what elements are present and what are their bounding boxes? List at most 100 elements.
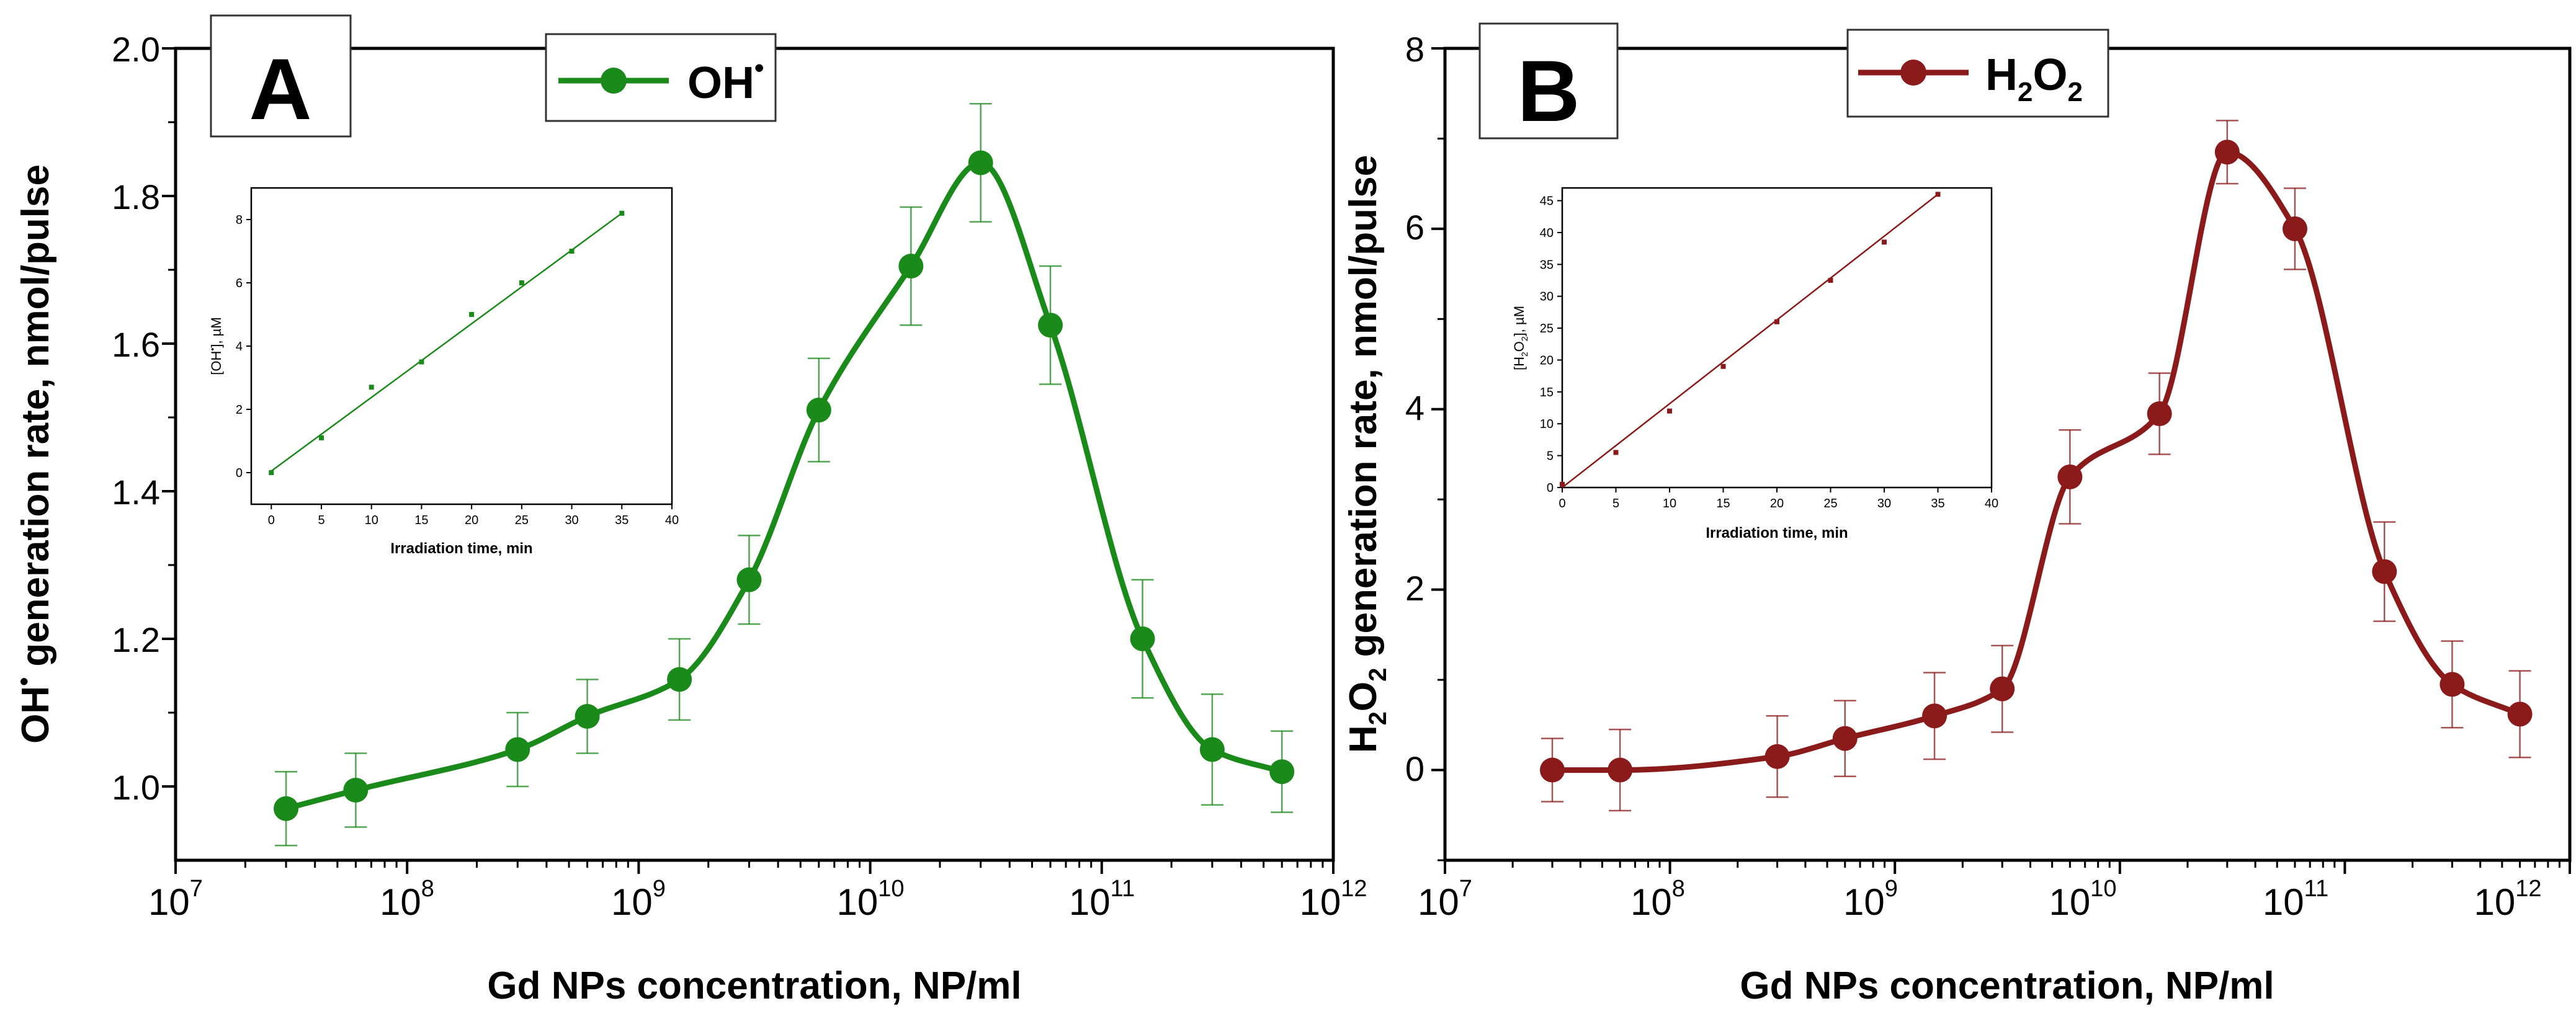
panel-b-y-title-sub2a: 2 (1364, 711, 1392, 725)
panel-b-y-axis-title: H2O2 generation rate, nmol/pulse (1342, 155, 1392, 753)
panel-a-inset-y-bracket-open: [ (208, 372, 224, 375)
panel-b-x-tick-label: 107 (1418, 876, 1472, 923)
panel-b-inset-x-title: Irradiation time, min (1706, 525, 1848, 541)
panel-b-inset-y-sub2b: 2 (1519, 336, 1529, 341)
panel-a-x-tick-exp: 9 (653, 876, 666, 902)
inset-x-tick-label: 35 (1931, 497, 1944, 510)
inset-data-point (1774, 319, 1779, 324)
data-point (2372, 559, 2397, 584)
panel-b-legend-h: H (1985, 50, 2018, 100)
inset-data-point (519, 280, 524, 285)
inset-x-tick-label: 20 (1770, 497, 1784, 510)
panel-b-inset-y-title: [H2O2], µM (1511, 306, 1529, 370)
panel-a-x-tick-label: 109 (611, 876, 666, 923)
data-point (1540, 757, 1565, 783)
data-point (2507, 701, 2533, 727)
inset-data-point (419, 359, 424, 365)
panel-b-x-tick-label: 1012 (2474, 876, 2541, 923)
panel-b-data-points (1540, 140, 2533, 783)
inset-x-tick-label: 0 (268, 514, 275, 527)
data-point (505, 737, 530, 762)
panel-a-label-box (210, 14, 352, 138)
data-point (898, 254, 924, 279)
panel-a-x-tick-base: 10 (836, 881, 878, 923)
panel-b-inset-content: 0 5 10 15 20 25 30 35 40 0 5 10 15 20 25 30 35 40 45 (1540, 192, 1998, 510)
panel-a-label: A (249, 40, 311, 138)
data-point (806, 398, 831, 423)
panel-b-label-box (1478, 22, 1619, 140)
data-point (1990, 676, 2015, 701)
panel-a-y-axis-title: OH• generation rate, nmol/pulse (11, 164, 57, 744)
inset-data-point (619, 210, 625, 216)
data-point (2214, 140, 2240, 165)
inset-data-point (1828, 278, 1833, 283)
panel-a-legend-label: OH• (687, 53, 764, 108)
panel-b-y-tick-label: 0 (1405, 749, 1424, 788)
inset-y-tick-label: 20 (1540, 354, 1554, 367)
inset-y-tick-label: 25 (1540, 322, 1554, 336)
panel-a-x-tick-label: 1010 (836, 876, 904, 923)
panel-a-inset-y-radical-dot: • (207, 348, 217, 351)
panel-b-x-tick-label: 1010 (2049, 876, 2116, 923)
panel-a-x-tick-label: 107 (148, 876, 203, 923)
inset-x-tick-label: 15 (1716, 497, 1730, 510)
data-point (667, 667, 692, 692)
panel-b: B H2O2 H2O2 generation rate, nmol/pulse … (1342, 22, 2572, 1007)
inset-data-point (269, 470, 274, 475)
panel-b-x-tick-label: 108 (1630, 876, 1685, 923)
inset-x-tick-label: 5 (1612, 497, 1619, 510)
panel-a-legend-text: OH (687, 58, 754, 108)
panel-b-inset-y-bracket-h: [H (1511, 357, 1527, 370)
panel-b-y-tick-label: 8 (1405, 30, 1424, 69)
panel-b-x-tick-exp: 10 (2090, 876, 2116, 902)
panel-a-y-title-main: OH (14, 686, 57, 744)
panel-b-legend-sub2a: 2 (2018, 77, 2033, 107)
panel-a-data-points (274, 150, 1295, 821)
panel-a-inset-x-title: Irradiation time, min (390, 540, 532, 557)
panel-b-legend-marker (1900, 60, 1926, 86)
inset-x-tick-label: 25 (515, 514, 529, 527)
panel-a-legend-sup: • (754, 53, 764, 83)
inset-y-tick-label: 2 (236, 403, 243, 417)
panel-b-y-tick-label: 6 (1405, 208, 1424, 247)
inset-x-tick-label: 35 (615, 514, 628, 527)
panel-a-inset-y-species: OH (208, 351, 224, 372)
panel-a-legend-box (545, 33, 777, 122)
panel-b-y-title-sub2b: 2 (1364, 668, 1392, 682)
panel-a-x-tick-labels: 107 108 109 1010 1011 1012 (148, 876, 1367, 923)
panel-a-y-title-sup: • (11, 677, 38, 686)
panel-a-x-tick-base: 10 (148, 881, 190, 923)
panel-a-y-tick-label: 2.0 (112, 30, 160, 69)
panel-a-legend-marker (601, 68, 627, 94)
panel-a-plot-frame (174, 47, 1335, 862)
panel-b-x-tick-base: 10 (2049, 881, 2090, 923)
panel-b-y-title-o: O (1342, 682, 1385, 711)
panel-b-x-tick-exp: 12 (2515, 876, 2541, 902)
inset-y-tick-label: 0 (236, 466, 243, 480)
panel-b-y-title-h: H (1342, 725, 1385, 753)
panel-b-x-tick-base: 10 (1843, 881, 1885, 923)
inset-x-tick-label: 30 (565, 514, 578, 527)
inset-x-tick-label: 40 (1985, 497, 1998, 510)
panel-a-error-bars (275, 103, 1294, 847)
panel-a: A OH• OH• generation rate, nmol/pulse Gd… (11, 14, 1367, 1007)
panel-b-inset-frame (1561, 187, 1993, 489)
data-point (1832, 726, 1858, 751)
panel-b-legend-sub2b: 2 (2068, 77, 2083, 107)
inset-data-point (1935, 192, 1941, 197)
panel-b-inset-y-sub2a: 2 (1519, 352, 1529, 357)
panel-b-y-tick-label: 4 (1405, 388, 1424, 427)
data-point (1038, 313, 1063, 338)
data-point (1608, 757, 1633, 783)
panel-a-ticks (162, 47, 1335, 874)
panel-a-x-tick-label: 1012 (1299, 876, 1367, 923)
panel-a-x-tick-base: 10 (1069, 881, 1111, 923)
panel-b-y-tick-labels: 0 2 4 6 8 (1405, 30, 1424, 788)
panel-a-y-tick-labels: 1.0 1.2 1.4 1.6 1.8 2.0 (112, 30, 160, 807)
inset-y-tick-label: 5 (1547, 450, 1554, 463)
panel-b-x-tick-base: 10 (1630, 881, 1672, 923)
inset-data-point (319, 435, 324, 440)
panel-b-x-tick-exp: 7 (1459, 876, 1472, 902)
inset-x-tick-label: 15 (414, 514, 428, 527)
